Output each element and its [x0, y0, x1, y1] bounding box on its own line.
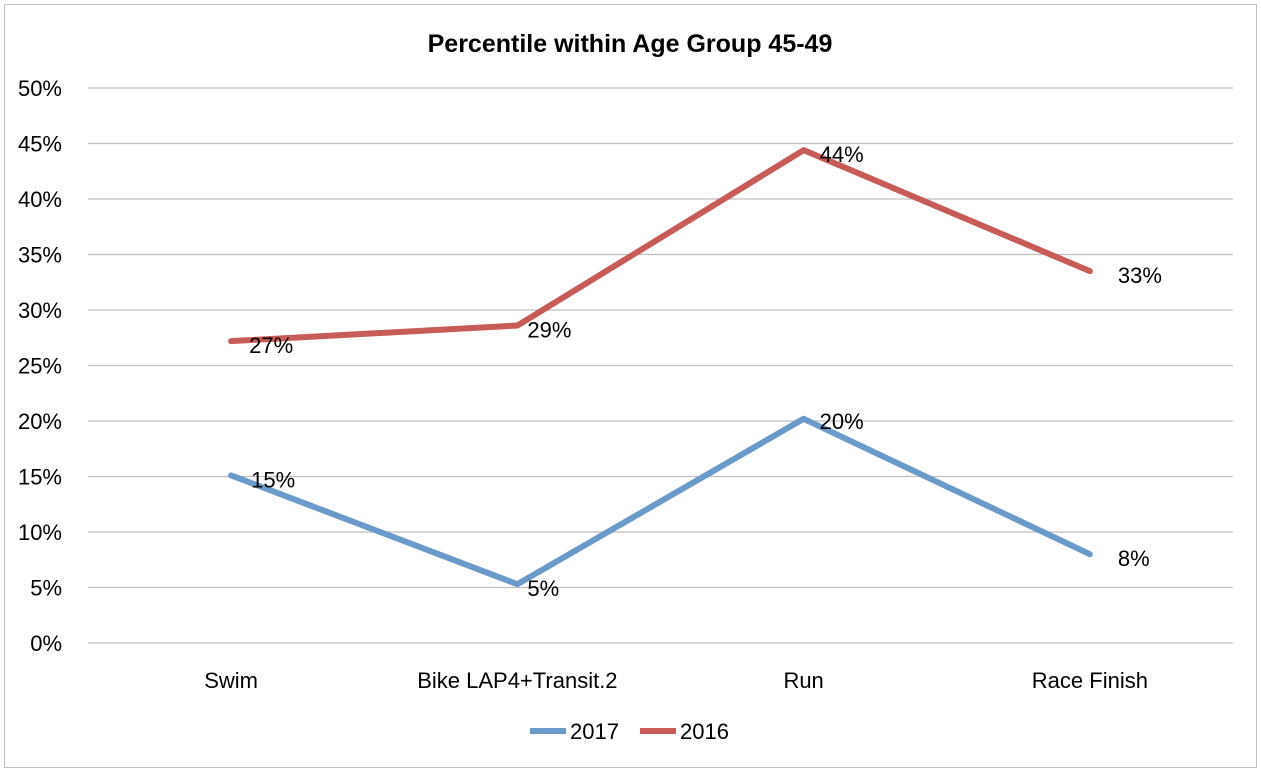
- y-tick-label: 45%: [18, 132, 62, 157]
- data-label: 5%: [527, 576, 559, 601]
- y-tick-label: 50%: [18, 76, 62, 101]
- gridlines: [88, 87, 1233, 644]
- chart-title: Percentile within Age Group 45-49: [428, 30, 833, 58]
- y-tick-label: 40%: [18, 187, 62, 212]
- data-label: 15%: [251, 467, 295, 492]
- x-axis-tick-labels: Swim Bike LAP4+Transit.2 Run Race Finish: [204, 668, 1148, 693]
- y-tick-label: 10%: [18, 520, 62, 545]
- data-labels: 15% 5% 20% 8% 27% 29% 44% 33%: [249, 142, 1162, 601]
- series-line-2017: [228, 415, 1093, 588]
- y-tick-label: 15%: [18, 465, 62, 490]
- x-tick-label: Bike LAP4+Transit.2: [417, 668, 617, 693]
- chart-frame: [4, 4, 1257, 768]
- legend-label: 2016: [680, 719, 729, 744]
- y-axis-tick-labels: 0% 5% 10% 15% 20% 25% 30% 35% 40% 45% 50%: [18, 76, 62, 656]
- x-tick-label: Race Finish: [1032, 668, 1148, 693]
- series-lines: [228, 147, 1093, 588]
- data-label: 8%: [1118, 546, 1150, 571]
- x-tick-label: Run: [783, 668, 823, 693]
- y-tick-label: 35%: [18, 243, 62, 268]
- data-label: 33%: [1118, 263, 1162, 288]
- y-tick-label: 20%: [18, 409, 62, 434]
- legend: 2017 2016: [530, 719, 729, 744]
- y-tick-label: 25%: [18, 354, 62, 379]
- data-label: 20%: [820, 409, 864, 434]
- y-tick-label: 30%: [18, 298, 62, 323]
- y-tick-label: 0%: [30, 631, 62, 656]
- data-label: 29%: [527, 318, 571, 343]
- data-label: 44%: [820, 142, 864, 167]
- series-line-2016: [228, 147, 1093, 345]
- x-tick-label: Swim: [204, 668, 258, 693]
- y-tick-label: 5%: [30, 576, 62, 601]
- legend-label: 2017: [570, 719, 619, 744]
- data-label: 27%: [249, 333, 293, 358]
